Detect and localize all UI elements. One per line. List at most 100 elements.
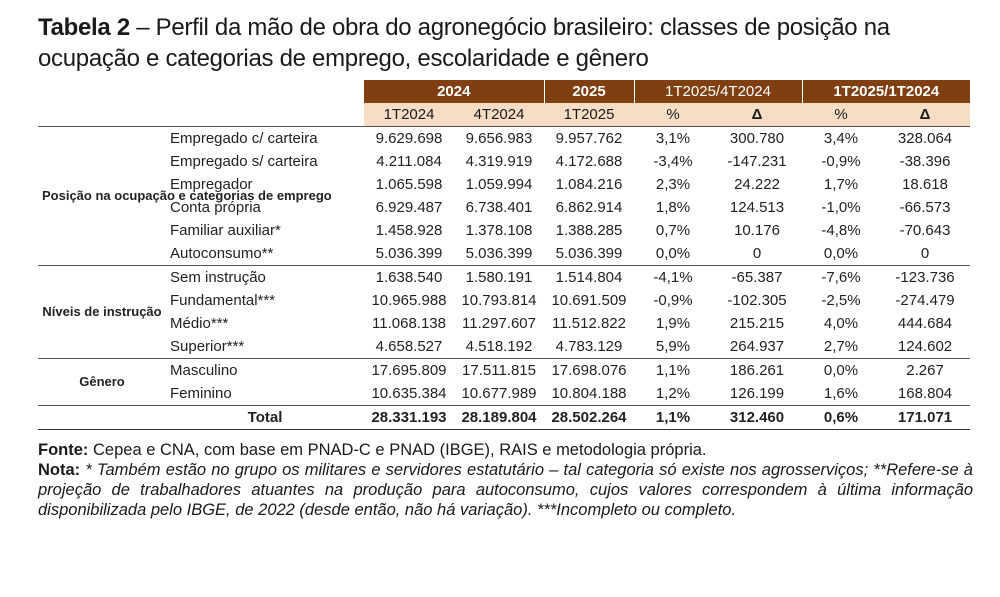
- header-2024: 2024: [364, 80, 544, 103]
- cell-value: -38.396: [899, 153, 951, 170]
- header-row-periods: 1T2024 4T2024 1T2025 % Δ % Δ: [38, 103, 971, 127]
- cell-value: 1,7%: [823, 176, 859, 193]
- table-row: Feminino 10.635.384 10.677.989 10.804.188 1,…: [38, 382, 970, 406]
- cell-value: 4.783.129: [555, 338, 623, 355]
- table-row: Conta própria 6.929.487 6.738.401 6.862.914…: [38, 196, 970, 219]
- cell-value: 3,4%: [802, 126, 881, 150]
- cell-value: 17.698.076: [544, 358, 634, 382]
- cell-value: 11.068.138: [372, 315, 446, 332]
- table-caption: – Perfil da mão de obra do agronegócio b…: [38, 14, 890, 72]
- table-title: Tabela 2 – Perfil da mão de obra do agro…: [38, 12, 973, 74]
- cell-value: 124.602: [897, 338, 953, 355]
- row-label: Superior***: [170, 338, 245, 355]
- row-label: Empregado c/ carteira: [166, 126, 364, 150]
- total-row: Total 28.331.193 28.189.804 28.502.264 1,1% 3…: [38, 405, 971, 430]
- cell-value: 0,7%: [655, 222, 691, 239]
- cell-value: 5.036.399: [375, 245, 443, 262]
- row-label: Feminino: [170, 385, 232, 402]
- cell-value: 11.297.607: [462, 315, 536, 332]
- cell-value: 2,7%: [823, 338, 859, 355]
- cell-value: 1.580.191: [454, 265, 544, 289]
- cell-value: 6.862.914: [555, 199, 623, 216]
- row-label: Fundamental***: [170, 292, 276, 309]
- table-row: Familiar auxiliar* 1.458.928 1.378.108 1.38…: [38, 219, 970, 242]
- header-4t2024: 4T2024: [454, 103, 544, 127]
- table-row: Fundamental*** 10.965.988 10.793.814 10.691…: [38, 289, 970, 312]
- row-label: Autoconsumo**: [170, 245, 274, 262]
- table-row: Níveis de instrução Sem instrução 1.638.54…: [38, 265, 971, 359]
- cell-value: 1,6%: [823, 385, 859, 402]
- group-label: Posição na ocupação e categorias de empr…: [38, 126, 332, 266]
- row-label: Empregado s/ carteira: [170, 153, 318, 170]
- cell-value: -65.387: [712, 265, 803, 289]
- footnote-text: * Também estão no grupo os militares e s…: [38, 461, 973, 519]
- cell-value: 10.677.989: [461, 385, 537, 402]
- total-value: 0,6%: [802, 405, 881, 430]
- cell-value: 215.215: [729, 315, 785, 332]
- cell-value: -66.573: [899, 199, 951, 216]
- header-row-years: 2024 2025 1T2025/4T2024 1T2025/1T2024: [38, 80, 971, 103]
- footnote: Nota: * Também estão no grupo os militar…: [38, 460, 973, 520]
- cell-value: -1,0%: [821, 199, 861, 216]
- table-number: Tabela 2: [38, 14, 130, 41]
- cell-value: 444.684: [897, 315, 953, 332]
- cell-value: 4.319.919: [465, 153, 533, 170]
- cell-value: 4.658.527: [375, 338, 443, 355]
- cell-value: 2,3%: [655, 176, 691, 193]
- header-pct-yoy: %: [802, 103, 881, 127]
- cell-value: 6.738.401: [465, 199, 533, 216]
- row-label: Masculino: [166, 358, 364, 382]
- cell-value: 9.957.762: [544, 126, 634, 150]
- cell-value: 300.780: [712, 126, 803, 150]
- cell-value: 0,0%: [823, 245, 859, 262]
- cell-value: 4.518.192: [465, 338, 533, 355]
- cell-value: 24.222: [734, 176, 780, 193]
- row-label: Empregador: [170, 176, 253, 193]
- total-label: Total: [166, 405, 364, 430]
- cell-value: 9.656.983: [454, 126, 544, 150]
- total-value: 28.502.264: [544, 405, 634, 430]
- table-row: Posição na ocupação e categorias de empr…: [38, 126, 971, 266]
- cell-value: 17.695.809: [364, 358, 454, 382]
- cell-value: -7,6%: [802, 265, 881, 289]
- row-label: Sem instrução: [166, 265, 364, 289]
- table-row: Médio*** 11.068.138 11.297.607 11.512.822 1,…: [38, 312, 970, 335]
- cell-value: 1.084.216: [555, 176, 623, 193]
- header-1t2024: 1T2024: [364, 103, 454, 127]
- cell-value: 1.065.598: [375, 176, 443, 193]
- data-table: 2024 2025 1T2025/4T2024 1T2025/1T2024 1T…: [38, 80, 971, 430]
- cell-value: 0,0%: [655, 245, 691, 262]
- cell-value: 328.064: [880, 126, 971, 150]
- notes: Fonte: Cepea e CNA, com base em PNAD-C e…: [38, 440, 973, 520]
- total-value: 312.460: [712, 405, 803, 430]
- cell-value: 186.261: [712, 358, 803, 382]
- cell-value: 0: [920, 245, 930, 262]
- table-row: Autoconsumo** 5.036.399 5.036.399 5.036.399…: [38, 242, 970, 266]
- cell-value: 2.267: [880, 358, 971, 382]
- cell-value: 10.804.188: [551, 385, 627, 402]
- cell-value: 1.458.928: [375, 222, 443, 239]
- cell-value: 4,0%: [823, 315, 859, 332]
- source-note: Fonte: Cepea e CNA, com base em PNAD-C e…: [38, 440, 973, 460]
- header-delta-qoq: Δ: [712, 103, 803, 127]
- header-1t2025: 1T2025: [544, 103, 634, 127]
- cell-value: 10.691.509: [551, 292, 627, 309]
- header-2025: 2025: [543, 80, 634, 103]
- source-text: Cepea e CNA, com base em PNAD-C e PNAD (…: [93, 441, 707, 459]
- table-row: Gênero Masculino 17.695.809 17.511.815 17.69…: [38, 358, 971, 406]
- cell-value: 9.629.698: [364, 126, 454, 150]
- table-row: Empregador 1.065.598 1.059.994 1.084.216 2,3…: [38, 173, 970, 196]
- cell-value: 5.036.399: [465, 245, 533, 262]
- cell-value: -123.736: [880, 265, 971, 289]
- cell-value: 6.929.487: [375, 199, 443, 216]
- header-qoq: 1T2025/4T2024: [633, 80, 803, 103]
- cell-value: -4,8%: [821, 222, 861, 239]
- table-row: Empregado s/ carteira 4.211.084 4.319.919 4…: [38, 150, 970, 173]
- cell-value: -102.305: [727, 292, 787, 309]
- cell-value: 10.176: [734, 222, 780, 239]
- source-label: Fonte:: [38, 441, 89, 459]
- cell-value: 18.618: [902, 176, 948, 193]
- total-value: 28.189.804: [454, 405, 544, 430]
- total-value: 1,1%: [634, 405, 712, 430]
- row-label: Médio***: [170, 315, 229, 332]
